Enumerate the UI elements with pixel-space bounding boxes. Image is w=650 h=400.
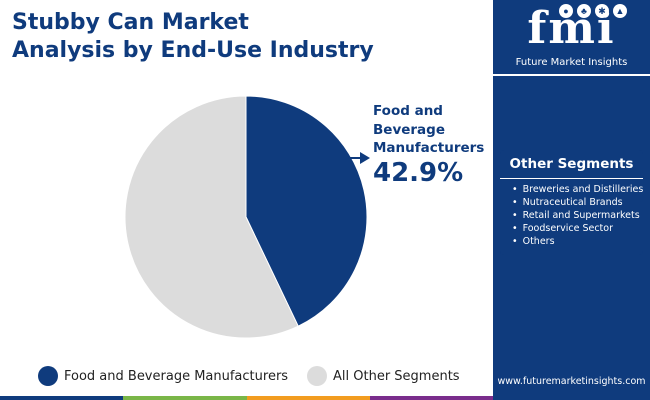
pie-chart: [124, 95, 370, 339]
logo-subtitle: Future Market Insights: [515, 57, 628, 68]
bottom-color-bar: [0, 396, 493, 400]
bottom-bar-orange: [246, 396, 370, 400]
legend-label-all-other: All Other Segments: [333, 368, 460, 384]
pie-slice-all-other: [124, 95, 299, 339]
legend-dot-all-other: [307, 366, 327, 386]
pie-slice-food-beverage: [245, 95, 368, 327]
other-segments-divider: [500, 178, 643, 179]
bottom-bar-green: [123, 396, 247, 400]
other-segments-box: Other Segments Breweries and Distillerie…: [500, 150, 643, 255]
segment-item: Foodservice Sector: [512, 222, 643, 235]
other-segments-list: Breweries and Distilleries Nutraceutical…: [500, 183, 644, 248]
title-line-2: Analysis by End-Use Industry: [12, 38, 374, 63]
legend-item-food-beverage: Food and Beverage Manufacturers: [38, 365, 288, 387]
callout-label-line-1: Food and: [373, 103, 443, 119]
title-line-1: Stubby Can Market: [12, 10, 249, 35]
other-segments-title: Other Segments: [509, 156, 634, 172]
segment-item: Retail and Supermarkets: [512, 209, 643, 222]
sidebar-divider: [493, 74, 650, 76]
callout-label: Food and Beverage Manufacturers: [373, 102, 488, 158]
bottom-bar-purple: [369, 396, 493, 400]
legend-dot-food-beverage: [38, 366, 58, 386]
sidebar: fmi ● ♣ ✱ ▲ Future Market Insights Other…: [493, 0, 650, 400]
leaf-icon: ♣: [577, 4, 591, 18]
page-title: Stubby Can Market Analysis by End-Use In…: [12, 9, 482, 65]
logo-icons: ● ♣ ✱ ▲: [559, 4, 631, 20]
website-link[interactable]: www.futuremarketinsights.com: [497, 376, 646, 387]
legend-item-all-other: All Other Segments: [307, 365, 460, 387]
callout-label-line-3: Manufacturers: [373, 140, 485, 156]
chart-area: Stubby Can Market Analysis by End-Use In…: [0, 9, 493, 400]
legend-label-food-beverage: Food and Beverage Manufacturers: [64, 368, 289, 384]
callout-arrow-head: [360, 152, 370, 164]
segment-item: Nutraceutical Brands: [512, 196, 643, 209]
flask-icon: ▲: [613, 4, 627, 18]
segment-item: Breweries and Distilleries: [512, 183, 644, 196]
legend: Food and Beverage Manufacturers All Othe…: [0, 365, 493, 387]
fmi-logo: fmi ● ♣ ✱ ▲ Future Market Insights: [493, 0, 650, 72]
gear-icon: ✱: [595, 4, 609, 18]
callout-value: 42.9%: [373, 157, 464, 188]
bottom-bar-navy: [0, 396, 124, 400]
callout-label-line-2: Beverage: [373, 121, 445, 138]
segment-item: Others: [512, 235, 643, 248]
callout: Food and Beverage Manufacturers 42.9%: [373, 102, 488, 187]
globe-icon: ●: [559, 4, 573, 18]
